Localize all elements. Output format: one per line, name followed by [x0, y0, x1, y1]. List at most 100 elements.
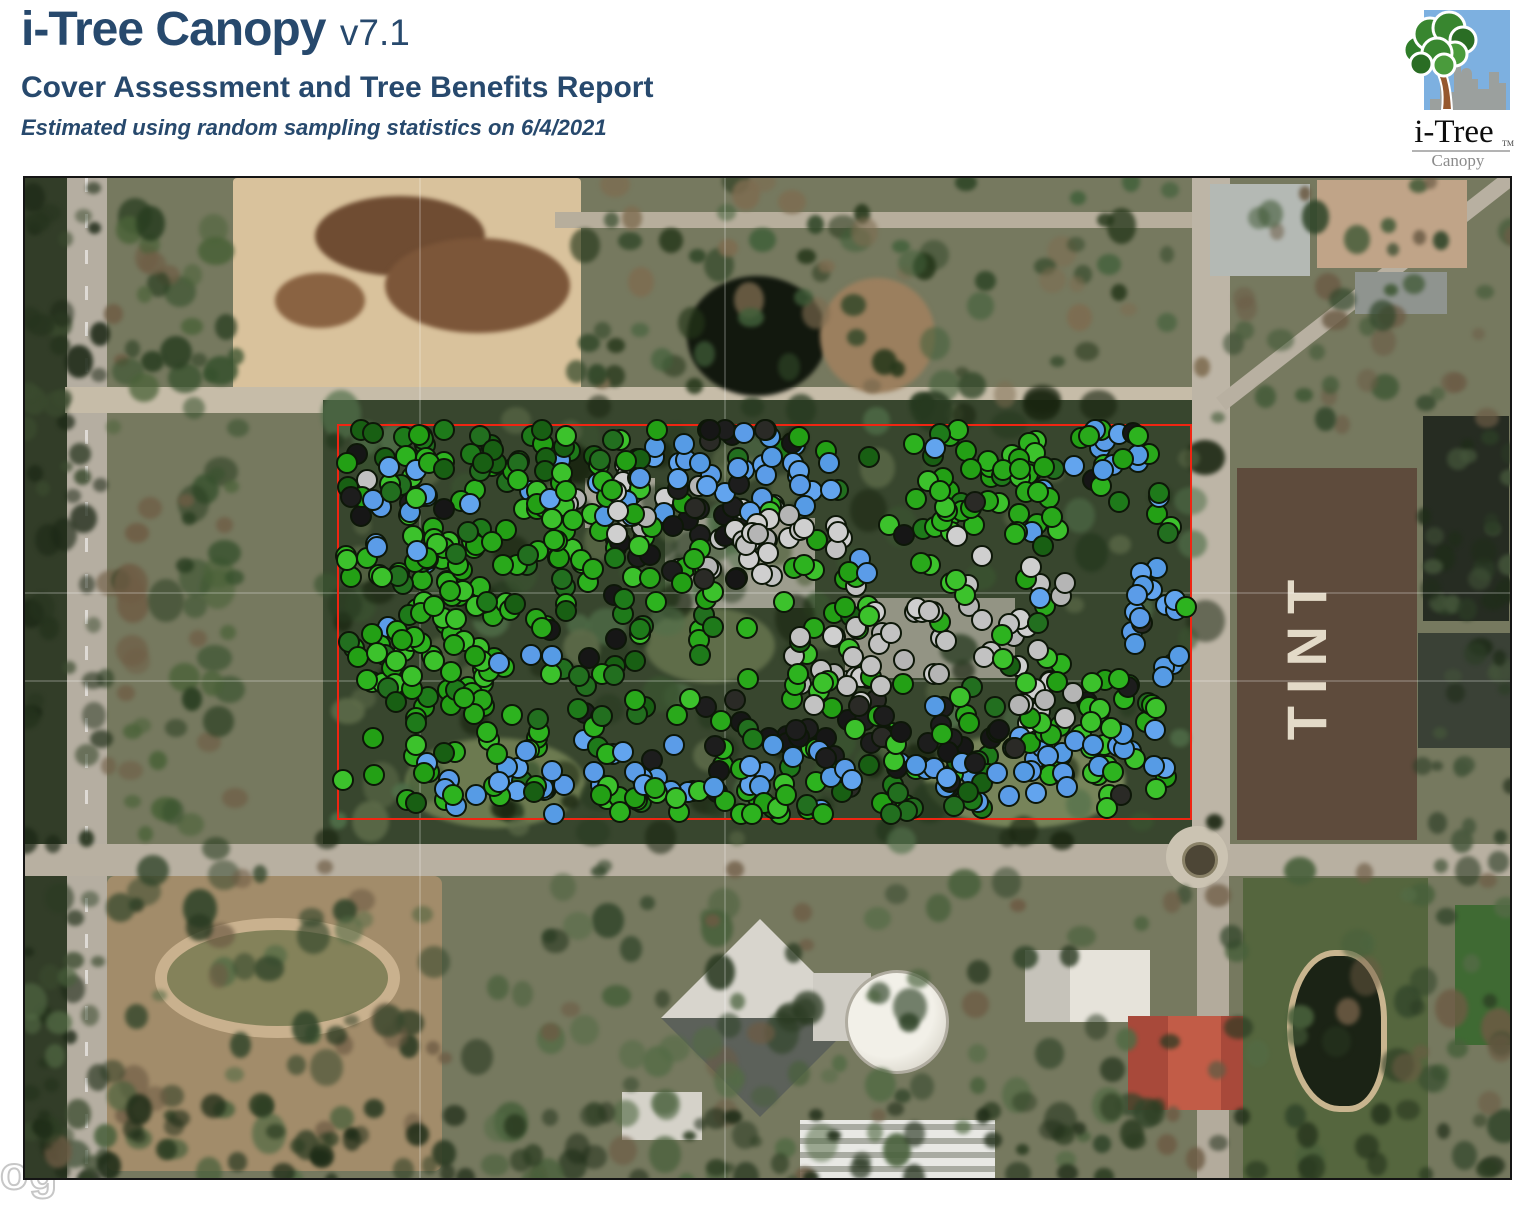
vegetation-blob: [196, 731, 222, 753]
vegetation-blob: [136, 285, 153, 303]
vegetation-blob: [686, 377, 703, 395]
sample-point-tree-canopy: [646, 419, 669, 442]
sample-point-water-grass: [520, 643, 543, 666]
sample-point-impervious: [927, 662, 950, 685]
sample-point-tree-canopy: [1107, 667, 1130, 690]
vegetation-blob: [328, 586, 362, 623]
sample-point-shrub: [984, 696, 1007, 719]
sample-point-water-grass: [762, 734, 785, 757]
sample-point-shrub: [591, 705, 614, 728]
vegetation-blob: [1120, 302, 1138, 316]
vegetation-blob: [80, 1005, 99, 1026]
vegetation-blob: [1159, 246, 1174, 264]
vegetation-blob: [63, 1029, 78, 1045]
vegetation-blob: [117, 684, 136, 702]
vegetation-blob: [196, 644, 232, 672]
vegetation-blob: [124, 522, 150, 543]
sample-point-impervious: [1019, 555, 1042, 578]
vegetation-blob: [817, 260, 836, 274]
vegetation-blob: [777, 353, 801, 382]
vegetation-blob: [351, 687, 377, 709]
vegetation-blob: [846, 329, 867, 346]
vegetation-blob: [69, 443, 91, 466]
sample-point-shadow: [725, 568, 748, 591]
vegetation-blob: [74, 209, 92, 224]
sample-point-tree-canopy: [736, 616, 759, 639]
vegetation-blob: [27, 465, 43, 483]
sample-point-shrub: [857, 446, 880, 469]
vegetation-blob: [1023, 385, 1062, 414]
vegetation-blob: [56, 414, 75, 430]
vegetation-blob: [44, 834, 62, 854]
sample-point-water-grass: [1028, 587, 1051, 610]
vegetation-blob: [560, 793, 580, 810]
sample-point-tree-canopy: [443, 633, 466, 656]
sample-point-tree-canopy: [464, 644, 487, 667]
sample-point-water-grass: [1128, 607, 1151, 630]
sample-point-shrub: [405, 791, 428, 814]
sample-point-shadow: [605, 627, 628, 650]
sample-point-tree-canopy: [555, 479, 578, 502]
sample-point-tree-canopy: [609, 801, 632, 824]
vegetation-blob: [204, 356, 238, 386]
vegetation-blob: [50, 336, 70, 355]
vegetation-blob: [1069, 191, 1086, 205]
vegetation-blob: [191, 352, 208, 367]
vegetation-blob: [621, 205, 642, 231]
vegetation-blob: [25, 381, 39, 401]
sample-point-tree-canopy: [787, 426, 810, 449]
sample-point-tree-canopy: [787, 662, 810, 685]
map-roundabout: [1166, 826, 1228, 888]
vegetation-blob: [202, 837, 231, 861]
sample-point-tree-canopy: [639, 567, 662, 590]
vegetation-blob: [1066, 236, 1085, 253]
sample-point-shrub: [957, 780, 980, 803]
vegetation-blob: [1079, 389, 1118, 421]
sample-point-water-grass: [1055, 776, 1078, 799]
vegetation-blob: [147, 270, 171, 297]
vegetation-blob: [797, 249, 816, 264]
vegetation-blob: [966, 291, 995, 321]
vegetation-blob: [1169, 729, 1191, 748]
vegetation-blob: [594, 322, 611, 340]
sample-point-tree-canopy: [485, 743, 508, 766]
vegetation-blob: [749, 178, 777, 192]
vegetation-blob: [224, 569, 244, 585]
sample-point-shrub: [379, 481, 402, 504]
vegetation-blob: [920, 326, 950, 360]
sample-point-tree-canopy: [775, 783, 798, 806]
vegetation-blob: [161, 798, 184, 826]
vegetation-blob: [65, 909, 85, 926]
vegetation-blob: [778, 189, 806, 214]
sample-point-impervious: [860, 654, 883, 677]
map-bare-soil-patch: [820, 278, 935, 393]
sample-point-tree-canopy: [453, 686, 475, 709]
sample-point-water-grass: [1167, 645, 1190, 668]
sample-point-tree-canopy: [370, 566, 393, 589]
vegetation-blob: [1178, 530, 1208, 558]
sample-point-tree-canopy: [332, 769, 355, 792]
sample-point-tree-canopy: [892, 673, 915, 696]
vegetation-blob: [650, 347, 673, 371]
vegetation-blob: [578, 334, 600, 352]
sample-point-shrub: [623, 649, 646, 672]
logo-tree-canopy: [1402, 10, 1478, 78]
sample-point-water-grass: [611, 740, 634, 763]
sample-point-water-grass: [760, 446, 783, 469]
vegetation-blob: [57, 230, 74, 248]
vegetation-blob: [103, 303, 124, 324]
vegetation-blob: [352, 800, 389, 842]
vegetation-blob: [51, 518, 78, 551]
sample-point-water-grass: [703, 775, 726, 798]
sample-point-tree-canopy: [542, 529, 565, 552]
vegetation-blob: [116, 634, 149, 666]
vegetation-blob: [65, 489, 82, 504]
map-vegetation-layer: [25, 178, 1510, 1178]
vegetation-blob: [78, 575, 95, 595]
map-roundabout-island: [1182, 842, 1218, 878]
vegetation-blob: [1069, 276, 1085, 293]
sample-point-water-grass: [1063, 454, 1086, 477]
sample-point-tree-canopy: [1080, 672, 1103, 695]
sample-point-tree-canopy: [335, 451, 358, 474]
sample-point-impervious: [935, 630, 958, 653]
